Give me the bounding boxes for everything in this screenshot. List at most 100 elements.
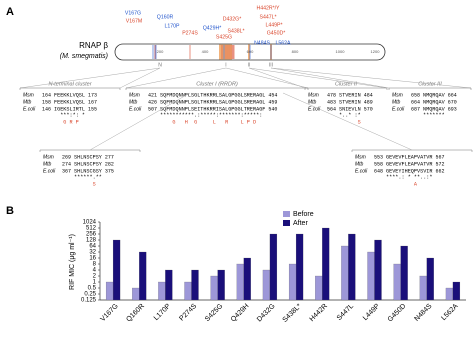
bar (322, 227, 330, 301)
y-axis-label: RIF MIC (μg ml⁻¹) (69, 234, 76, 290)
conservation: ****.: * **..:* (386, 174, 433, 180)
x-tick-label: V167G (99, 303, 119, 323)
species: E.coli (129, 106, 142, 112)
bracket (39, 149, 141, 152)
protein-name: RNAP β (79, 41, 108, 50)
seq-start: 478 (327, 92, 336, 98)
seq-end: 173 (88, 92, 97, 98)
seq-start: 648 (374, 168, 383, 174)
y-tick-label: 1 (93, 280, 97, 286)
seq-end: 277 (105, 154, 114, 160)
cluster-title: N-terminal cluster (48, 81, 92, 87)
y-tick-label: 256 (86, 232, 97, 238)
seq-start: 507 (148, 106, 157, 112)
panel-label: A (6, 6, 14, 18)
bar (158, 281, 166, 301)
mutation-label: V167G (125, 10, 141, 16)
seq-end: 662 (436, 168, 445, 174)
mutation-label: D432G* (223, 16, 241, 22)
bar (210, 275, 218, 301)
sequence: GEVEVFLEAPVATVR (386, 154, 433, 160)
legend-swatch (283, 211, 290, 217)
seq-start: 274 (62, 161, 71, 167)
bracket (19, 87, 121, 90)
legend-swatch (283, 220, 290, 226)
bar (191, 269, 199, 301)
sequence: GEVEVFLEAPVATVR (386, 161, 433, 167)
species: Msm (392, 92, 403, 98)
x-tick-label: Q160R (125, 303, 146, 324)
panel-label: B (6, 205, 14, 217)
y-tick-label: 64 (89, 244, 96, 250)
mutation-label: Q160R (157, 14, 174, 20)
bracket (304, 87, 388, 90)
connector (225, 67, 309, 89)
sequence: FEEKKLVQSL (54, 92, 85, 98)
cluster-title: Cluster III (418, 81, 442, 87)
mutation-label: Q429H* (203, 25, 221, 31)
x-tick-label: N484S (413, 303, 433, 323)
bracket (125, 87, 309, 90)
scale-label: 400 (202, 49, 209, 54)
sequence: SQFMDQNNPLSEITHKRRISALGPGGLTRERAGF (160, 106, 265, 112)
bar (105, 281, 114, 301)
species: Mtb (308, 99, 317, 105)
seq-start: 146 (42, 106, 51, 112)
scale-label: 200 (157, 49, 164, 54)
y-tick-label: 8 (93, 262, 97, 268)
y-tick-label: 128 (86, 238, 97, 244)
bar (288, 263, 297, 301)
seq-end: 167 (88, 99, 97, 105)
connector (125, 67, 227, 89)
sequence: SHLNSCPSY (74, 161, 102, 167)
mutant-residues: S (74, 181, 96, 187)
seq-start: 564 (327, 106, 336, 112)
mutation-label: S438L* (227, 28, 244, 34)
species: Mtb (355, 161, 364, 167)
x-tick-label: S425G (204, 303, 224, 323)
seq-start: 367 (62, 168, 71, 174)
mutation-label: S425G (216, 34, 232, 40)
connector (248, 67, 388, 89)
sequence: NMQRQAV (423, 106, 446, 112)
x-tick-label: S438L* (282, 303, 303, 324)
bar (419, 275, 427, 301)
seq-end: 155 (88, 106, 97, 112)
y-tick-label: 0.25 (84, 292, 96, 298)
conservation: ***********.:*****:*******:*****: (160, 112, 262, 118)
seq-end: 670 (448, 99, 457, 105)
cluster-title: Cluster II (335, 81, 357, 87)
bar (165, 269, 173, 301)
sequence: FEEKKLVQSL (54, 99, 85, 105)
mutation-label: L562A (275, 40, 291, 46)
seq-start: 687 (411, 106, 420, 112)
seq-start: 664 (411, 99, 420, 105)
y-tick-label: 32 (89, 250, 96, 256)
sequence: GEVEYIHEQPVSVIR (386, 168, 433, 174)
organism: (M. smegmatis) (60, 53, 108, 60)
y-tick-label: 0.5 (88, 286, 97, 292)
bar (341, 245, 349, 301)
sequence: SQFMDQNNPLSGLTHKRRLSALGPGGLSRERAGL (160, 92, 265, 98)
species: E.coli (355, 168, 368, 174)
scale-label: 1200 (371, 49, 381, 54)
mutation-label: L170P (164, 23, 180, 29)
seq-end: 459 (268, 99, 277, 105)
seq-start: 553 (374, 154, 383, 160)
species: Msm (129, 92, 140, 98)
species: Msm (23, 92, 34, 98)
seq-end: 540 (268, 106, 277, 112)
bar (445, 287, 454, 301)
seq-end: 664 (448, 92, 457, 98)
seq-end: 375 (105, 168, 114, 174)
bar (400, 245, 408, 301)
mutant-residues: G R P (54, 119, 79, 125)
y-tick-label: 0.125 (81, 298, 97, 304)
sequence: SHLNSCPSY (74, 154, 102, 160)
mutation-label: G450D* (267, 30, 285, 36)
sequence: SNIEVLN (339, 106, 361, 112)
x-tick-label: S447L (336, 303, 355, 322)
seq-end: 572 (436, 161, 445, 167)
